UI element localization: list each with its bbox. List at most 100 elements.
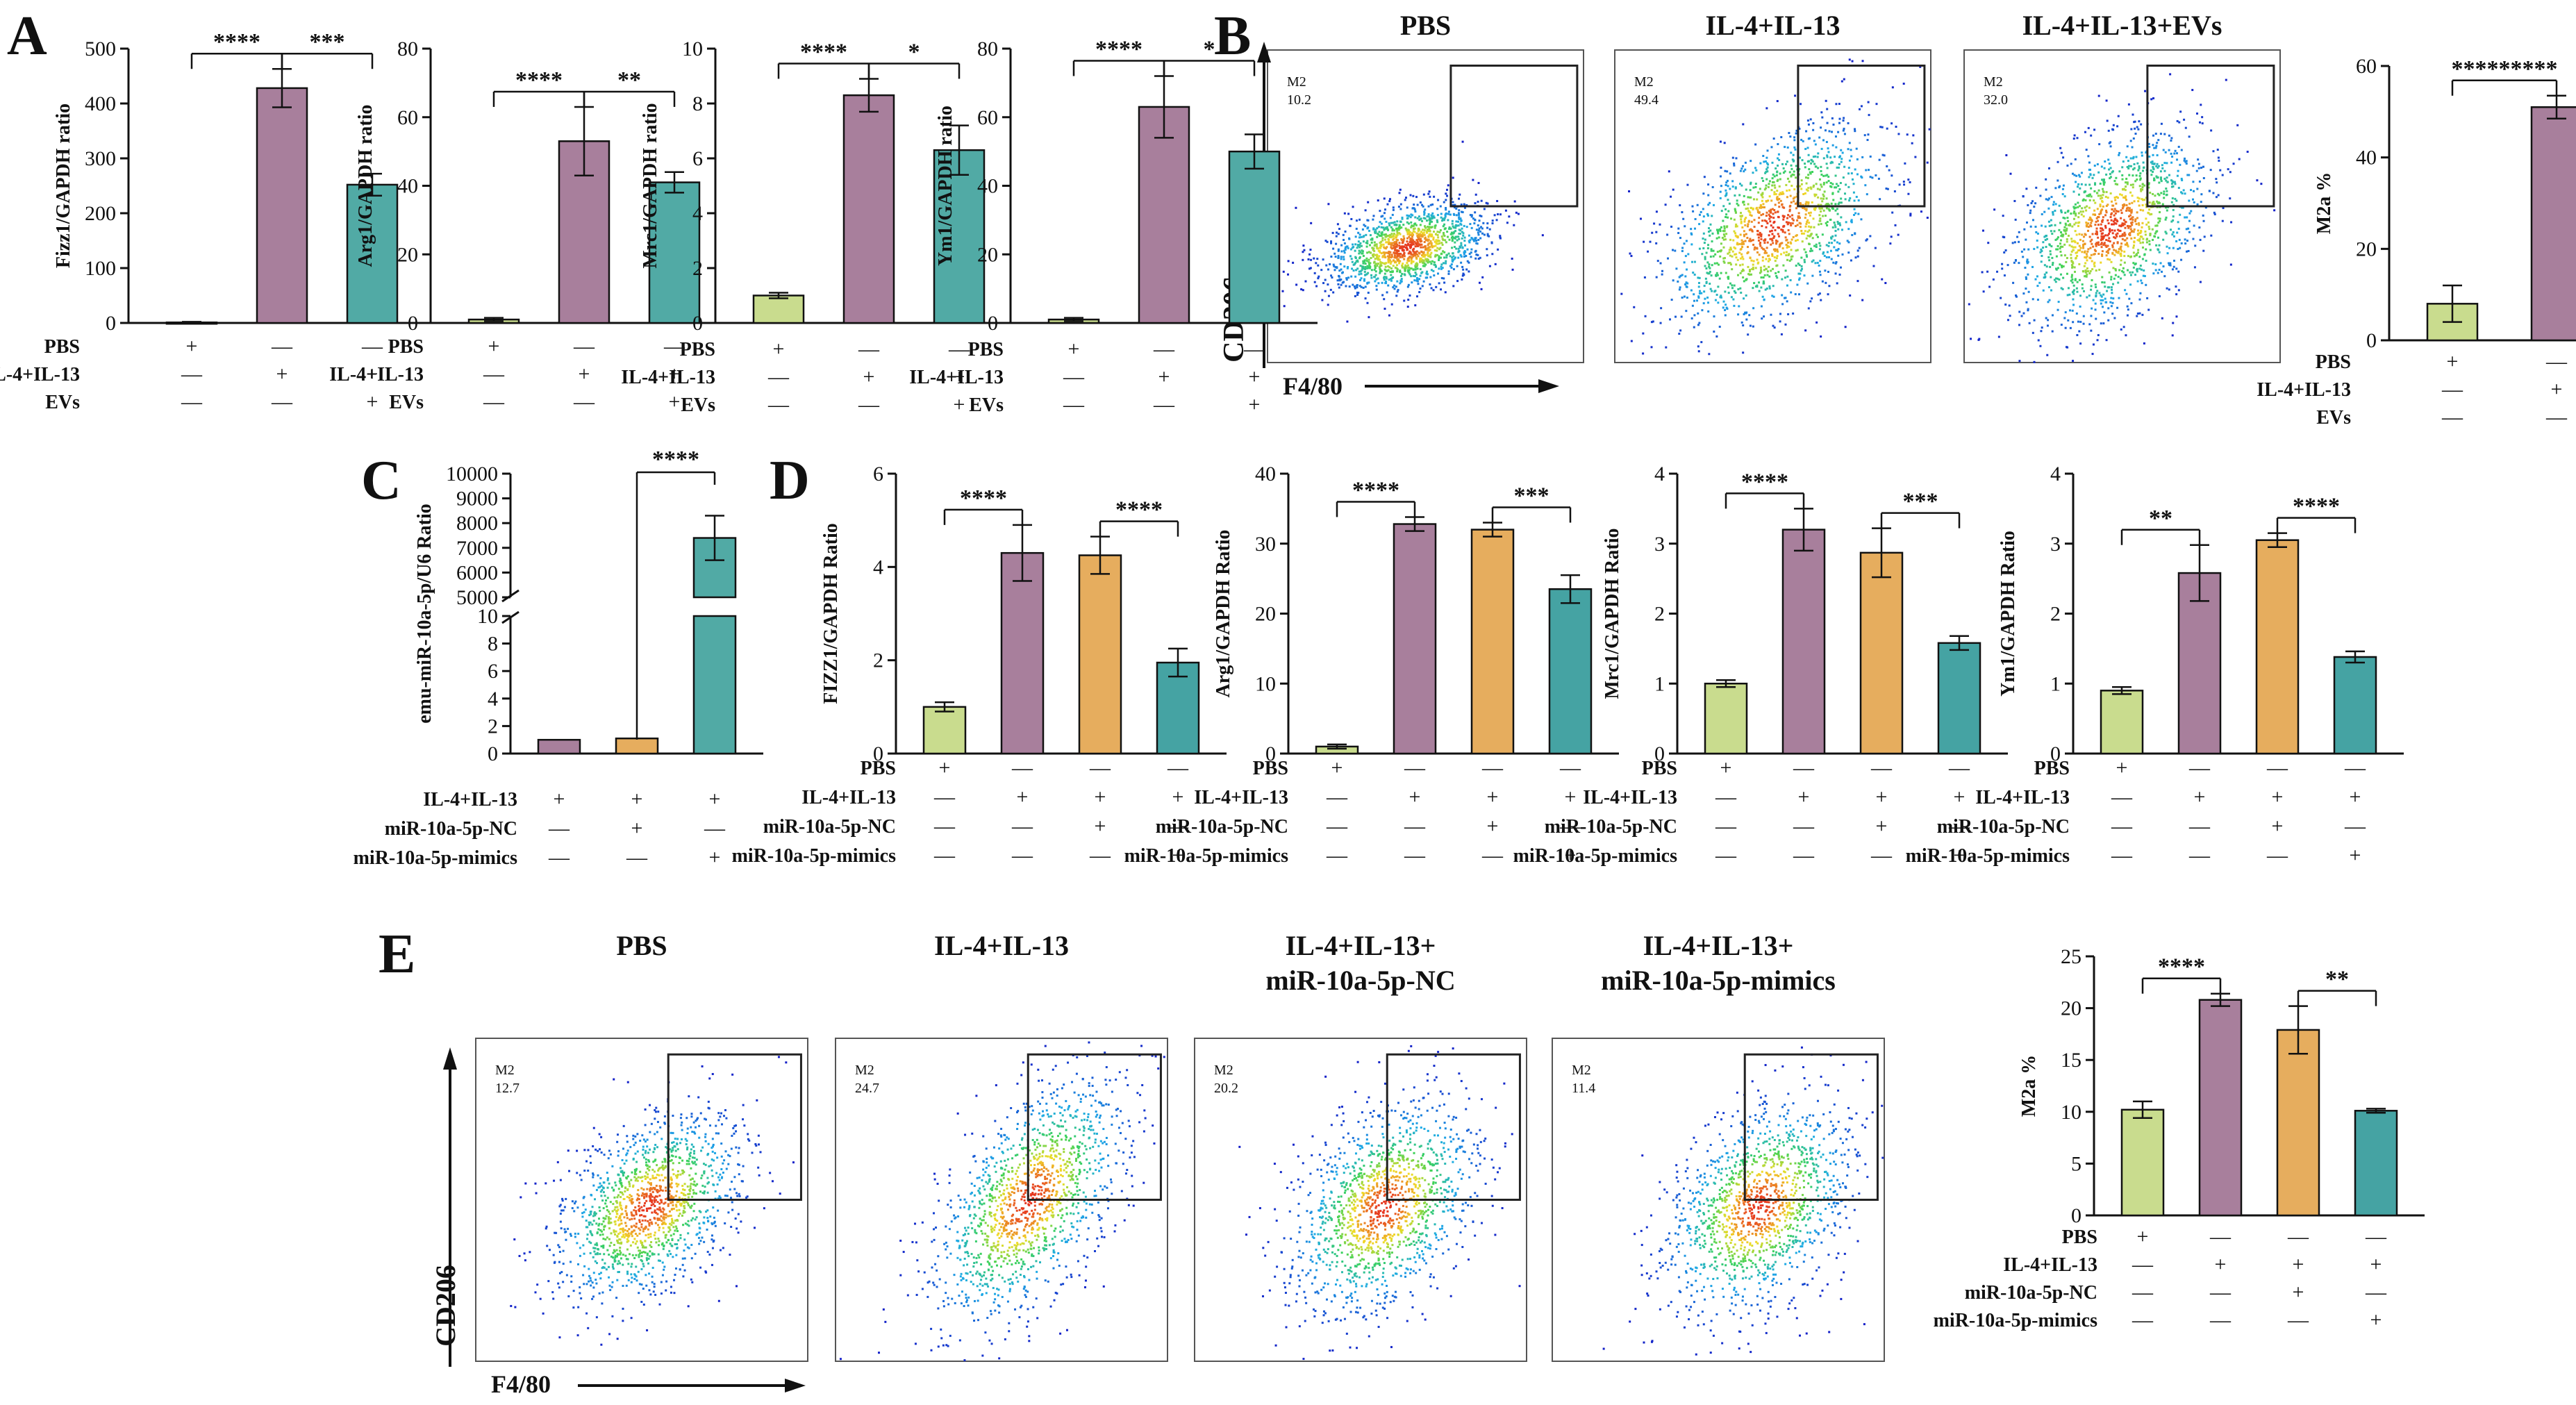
event-dot [1765, 184, 1768, 187]
event-dot [1772, 173, 1775, 176]
event-dot [1888, 169, 1891, 172]
event-dot [1761, 259, 1764, 262]
event-dot [1377, 257, 1380, 260]
event-dot [1720, 226, 1722, 228]
event-dot [1850, 259, 1852, 262]
event-dot [2152, 263, 2154, 265]
event-dot [1499, 236, 1502, 239]
event-dot [1784, 236, 1787, 239]
event-dot [2086, 250, 2089, 253]
event-dot [1750, 214, 1753, 217]
event-dot [2122, 196, 2125, 199]
event-dot [1837, 254, 1840, 257]
event-dot [600, 1184, 603, 1187]
event-dot [2116, 232, 2119, 235]
event-dot [1859, 108, 1861, 110]
event-dot [1849, 197, 1852, 200]
event-dot [2082, 243, 2085, 246]
event-dot [2038, 281, 2041, 284]
event-dot [1445, 208, 1447, 211]
event-dot [1430, 243, 1433, 246]
event-dot [2129, 218, 2132, 221]
event-dot [2161, 203, 2164, 206]
event-dot [1829, 156, 1832, 159]
event-dot [1392, 238, 1395, 241]
event-dot [1775, 275, 1778, 278]
event-dot [1881, 153, 1884, 156]
event-dot [658, 1195, 661, 1197]
event-dot [2062, 265, 2065, 268]
event-dot [1430, 269, 1433, 272]
event-dot [610, 1221, 613, 1224]
event-dot [1408, 235, 1411, 238]
event-dot [1354, 295, 1356, 298]
event-dot [1802, 232, 1805, 235]
event-dot [2160, 270, 2163, 273]
event-dot [2090, 315, 2093, 317]
event-dot [1416, 217, 1419, 219]
event-dot [1356, 294, 1359, 297]
event-dot [1804, 225, 1807, 228]
event-dot [1854, 233, 1856, 235]
event-dot [1443, 277, 1445, 280]
event-dot [1647, 250, 1650, 253]
event-dot [679, 1203, 682, 1206]
event-dot [758, 1174, 761, 1177]
event-dot [1427, 255, 1430, 258]
event-dot [1763, 315, 1765, 318]
event-dot [1702, 238, 1704, 240]
event-dot [1424, 246, 1427, 249]
event-dot [1717, 285, 1720, 288]
event-dot [729, 1254, 731, 1256]
event-dot [1303, 249, 1306, 251]
event-dot [1886, 188, 1889, 190]
event-dot [2120, 248, 2122, 251]
event-dot [2011, 242, 2014, 244]
event-dot [1705, 267, 1708, 269]
event-dot [685, 1148, 688, 1151]
event-dot [733, 1188, 736, 1190]
event-dot [1335, 235, 1338, 238]
event-dot [2094, 233, 2097, 235]
event-dot [2125, 199, 2127, 201]
event-dot [724, 1109, 727, 1112]
event-dot [1763, 265, 1765, 267]
event-dot [1415, 242, 1418, 244]
event-dot [2060, 209, 2063, 212]
event-dot [2114, 274, 2117, 276]
event-dot [591, 1281, 594, 1284]
event-dot [654, 1195, 657, 1198]
event-dot [1452, 252, 1454, 255]
event-dot [1788, 171, 1791, 174]
event-dot [1770, 146, 1773, 149]
event-dot [663, 1122, 666, 1125]
event-dot [1443, 228, 1446, 231]
event-dot [1454, 230, 1457, 233]
event-dot [1825, 163, 1828, 165]
event-dot [1381, 215, 1384, 217]
event-dot [1495, 219, 1498, 222]
event-dot [1777, 157, 1779, 160]
event-dot [2022, 312, 2025, 315]
event-dot [2104, 195, 2107, 198]
event-dot [1735, 263, 1738, 266]
event-dot [1786, 190, 1788, 192]
event-dot [1727, 286, 1729, 289]
event-dot [2084, 199, 2087, 201]
event-dot [1781, 294, 1784, 297]
event-dot [2066, 217, 2069, 219]
event-dot [1693, 260, 1696, 263]
event-dot [2060, 265, 2063, 267]
event-dot [1426, 228, 1429, 231]
event-dot [2034, 225, 2037, 228]
event-dot [1981, 229, 1984, 232]
event-dot [2148, 208, 2151, 211]
event-dot [1804, 217, 1806, 219]
event-dot [2092, 343, 2095, 346]
event-dot [2060, 324, 2063, 326]
event-dot [1427, 247, 1430, 249]
event-dot [722, 1171, 724, 1174]
event-dot [2089, 269, 2092, 272]
event-dot [2088, 235, 2091, 238]
event-dot [2077, 206, 2079, 208]
